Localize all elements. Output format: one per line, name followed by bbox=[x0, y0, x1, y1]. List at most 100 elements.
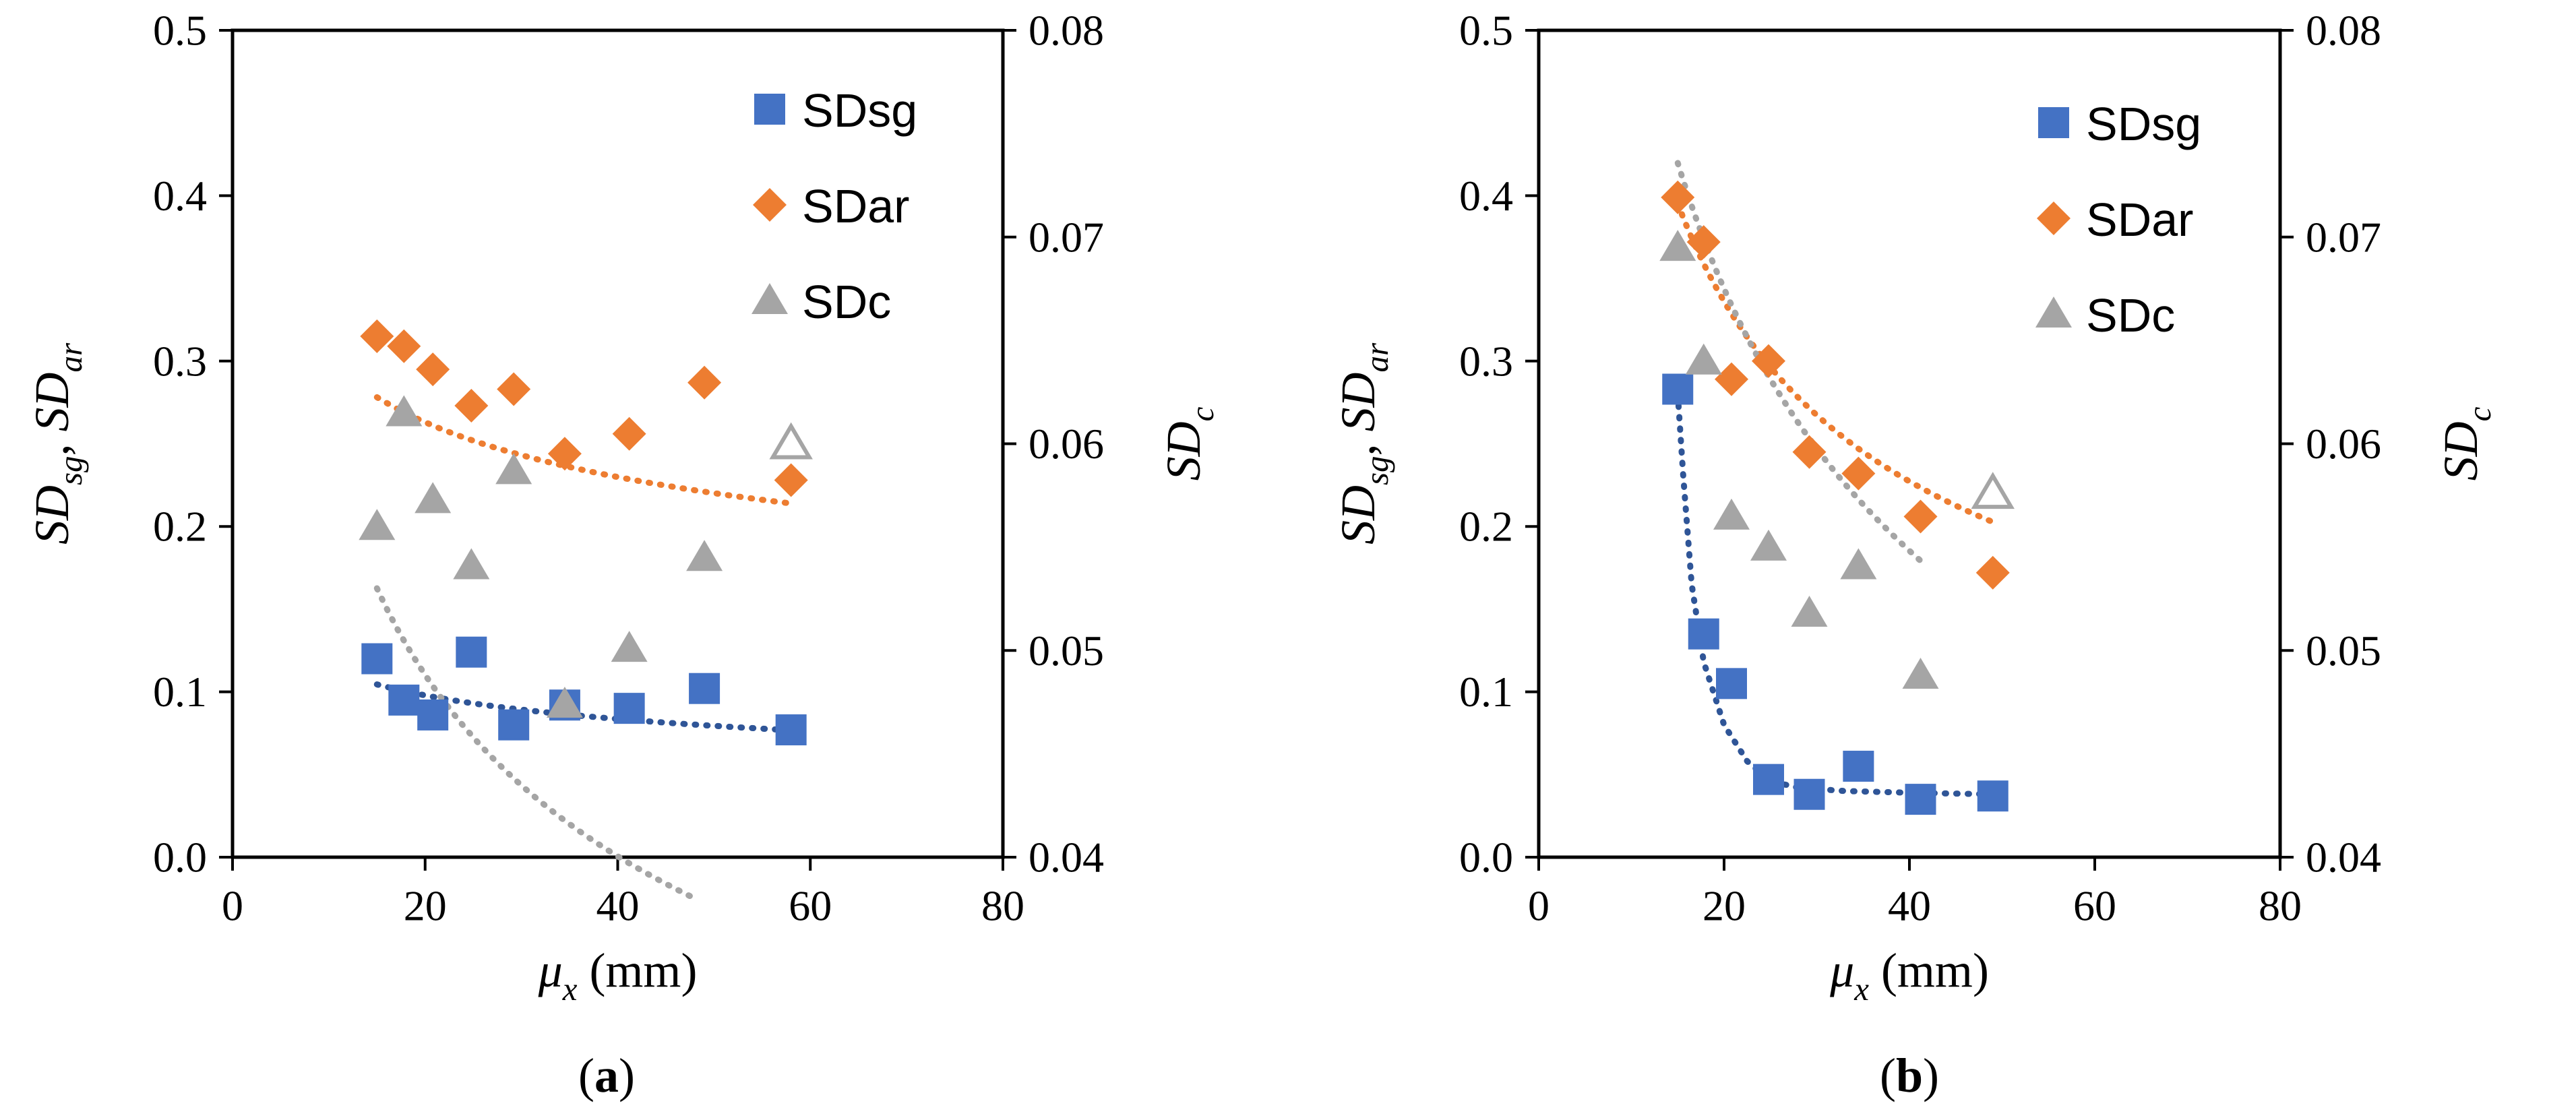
point-sdsg bbox=[613, 693, 645, 724]
point-sdsg bbox=[1688, 618, 1719, 650]
point-sdsg bbox=[361, 643, 393, 675]
point-sdar bbox=[497, 372, 531, 406]
legend-label: SDsg bbox=[802, 84, 917, 137]
panel-label: (a) bbox=[578, 1049, 635, 1102]
plot-frame bbox=[1537, 28, 2282, 859]
point-sdar bbox=[547, 437, 582, 471]
outlier-point-sdc bbox=[1971, 472, 2015, 509]
y-tick-label: 0.3 bbox=[1459, 337, 1513, 385]
point-sdar bbox=[416, 352, 450, 387]
y2-tick-label: 0.08 bbox=[2306, 7, 2381, 55]
x-tick-label: 20 bbox=[1703, 882, 1746, 930]
point-sdc bbox=[415, 482, 452, 514]
legend-marker-sdar bbox=[753, 188, 787, 222]
point-sdar bbox=[454, 389, 489, 423]
legend-marker-sdar bbox=[2037, 201, 2071, 235]
x-tick-label: 20 bbox=[404, 882, 447, 930]
y-tick-label: 0.1 bbox=[153, 668, 207, 716]
y-tick-label: 0.1 bbox=[1459, 668, 1513, 716]
point-sdar bbox=[612, 416, 646, 451]
legend-marker-sdsg bbox=[2038, 107, 2069, 138]
x-tick-label: 40 bbox=[596, 882, 640, 930]
point-sdc bbox=[1659, 230, 1696, 261]
y-tick-label: 0.4 bbox=[153, 172, 207, 220]
x-tick-label: 0 bbox=[222, 882, 243, 930]
point-sdar bbox=[1792, 435, 1827, 469]
point-sdsg bbox=[1793, 778, 1825, 810]
point-sdc bbox=[386, 395, 423, 427]
y2-tick-label: 0.07 bbox=[1029, 213, 1104, 261]
point-sdsg bbox=[1977, 780, 2008, 812]
point-sdc bbox=[1685, 343, 1722, 375]
point-sdc bbox=[546, 687, 583, 718]
point-sdar bbox=[1752, 344, 1785, 378]
legend-marker-sdc bbox=[2035, 297, 2072, 328]
x-axis-label: μx (mm) bbox=[538, 943, 698, 1007]
y-tick-label: 0.3 bbox=[153, 337, 207, 385]
trendline-sdar bbox=[373, 394, 795, 507]
point-sdsg bbox=[498, 709, 530, 741]
trendline-sdc bbox=[1674, 160, 1924, 564]
point-sdc bbox=[1840, 548, 1877, 580]
y-tick-label: 0.2 bbox=[153, 503, 207, 551]
y-tick-label: 0.4 bbox=[1459, 172, 1513, 220]
chart-panel-b: 0 20 40 60 80 0.0 0.1 0.2 0.3 0.4 0.5 0.04 0.05 0.06 0… bbox=[1331, 7, 2498, 1103]
point-sdar bbox=[387, 329, 421, 363]
y-axis-label: SDsg, SDar bbox=[1331, 342, 1395, 545]
trendline-sdar bbox=[1674, 200, 1996, 526]
point-sdsg bbox=[775, 714, 807, 746]
point-sdar bbox=[360, 319, 394, 353]
point-sdc bbox=[1791, 596, 1828, 627]
x-tick-label: 80 bbox=[981, 882, 1024, 930]
point-sdar bbox=[1686, 225, 1721, 259]
x-tick-label: 40 bbox=[1888, 882, 1931, 930]
y2-tick-label: 0.07 bbox=[2306, 213, 2381, 261]
point-sdc bbox=[1902, 658, 1939, 689]
point-sdar bbox=[1841, 456, 1876, 491]
y2-tick-label: 0.08 bbox=[1029, 7, 1104, 55]
legend-marker-sdsg bbox=[754, 94, 785, 125]
legend-label: SDsg bbox=[2086, 98, 2201, 150]
legend-label: SDar bbox=[2086, 193, 2193, 246]
chart-panel-a: 0 20 40 60 80 0.0 0.1 0.2 0.3 0.4 0.5 0.04 0.05 0.06 0… bbox=[25, 7, 1221, 1103]
x-tick-label: 0 bbox=[1528, 882, 1550, 930]
y-tick-label: 0.5 bbox=[1459, 7, 1513, 55]
legend-label: SDar bbox=[802, 180, 909, 232]
point-sdsg bbox=[689, 673, 720, 704]
y-tick-label: 0.0 bbox=[153, 834, 207, 881]
y-tick-label: 0.5 bbox=[153, 7, 207, 55]
y-tick-label: 0.2 bbox=[1459, 503, 1513, 551]
y2-tick-label: 0.05 bbox=[1029, 627, 1104, 675]
point-sdc bbox=[1713, 498, 1750, 530]
plot-frame bbox=[231, 28, 1005, 859]
x-tick-label: 60 bbox=[2073, 882, 2116, 930]
point-sdar bbox=[1661, 180, 1695, 214]
point-sdc bbox=[359, 509, 396, 540]
point-sdsg bbox=[1662, 373, 1694, 405]
point-sdar bbox=[1975, 555, 2010, 590]
point-sdar bbox=[1715, 362, 1748, 396]
point-sdc bbox=[495, 453, 532, 485]
point-sdc bbox=[611, 631, 648, 662]
y2-tick-label: 0.06 bbox=[2306, 420, 2381, 468]
point-sdsg bbox=[417, 699, 449, 730]
point-sdsg bbox=[456, 636, 487, 668]
point-sdar bbox=[687, 365, 722, 400]
y2-tick-label: 0.06 bbox=[1029, 420, 1104, 468]
trendline-sdsg bbox=[373, 681, 795, 734]
point-sdar bbox=[774, 463, 808, 497]
y2-tick-label: 0.04 bbox=[1029, 834, 1104, 881]
legend-label: SDc bbox=[802, 276, 891, 328]
point-sdar bbox=[1903, 499, 1938, 534]
x-axis-label: μx (mm) bbox=[1829, 943, 1989, 1007]
point-sdsg bbox=[1905, 784, 1936, 815]
trendline-sdc bbox=[373, 585, 698, 902]
legend-label: SDc bbox=[2086, 289, 2175, 342]
y2-tick-label: 0.04 bbox=[2306, 834, 2381, 881]
panel-label: (b) bbox=[1880, 1049, 1939, 1102]
x-tick-label: 80 bbox=[2259, 882, 2302, 930]
point-sdsg bbox=[1753, 764, 1784, 795]
x-tick-label: 60 bbox=[789, 882, 832, 930]
y2-axis-label: SDc bbox=[2434, 406, 2498, 480]
trendline-sdsg bbox=[1674, 391, 1996, 798]
